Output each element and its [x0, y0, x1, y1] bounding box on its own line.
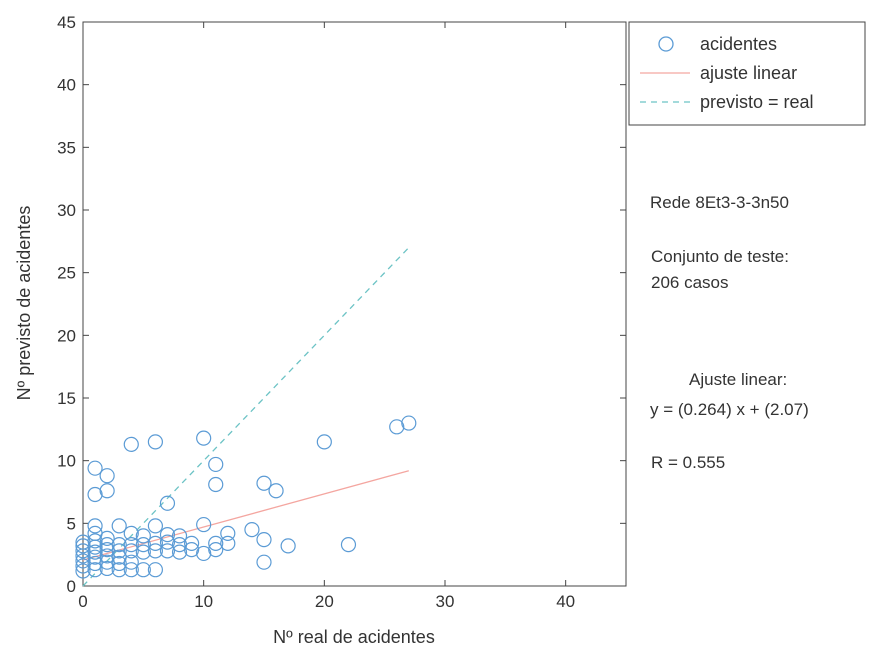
data-point	[135, 537, 151, 553]
data-point	[75, 558, 91, 574]
data-point	[87, 518, 103, 534]
data-point	[159, 534, 176, 550]
y-tick-label: 40	[57, 76, 76, 95]
fit-equation-annotation: y = (0.264) x + (2.07)	[650, 400, 809, 419]
data-point	[220, 535, 236, 551]
legend: acidentes ajuste linear previsto = real	[628, 21, 866, 126]
data-point	[111, 555, 127, 572]
data-point	[220, 525, 236, 541]
data-point	[111, 543, 127, 559]
data-point	[123, 436, 139, 452]
data-point	[87, 486, 103, 503]
data-point	[280, 538, 296, 554]
linear-fit-line	[82, 470, 409, 561]
data-point	[389, 419, 405, 435]
x-tick-label: 20	[315, 592, 334, 611]
y-tick-label: 0	[67, 577, 76, 596]
network-annotation: Rede 8Et3-3-3n50	[650, 193, 789, 212]
data-point	[147, 562, 163, 578]
data-point	[99, 468, 115, 484]
data-point	[111, 537, 127, 553]
data-point	[244, 521, 260, 538]
data-point	[159, 495, 176, 511]
data-point	[147, 543, 163, 559]
plot-area-frame	[82, 21, 627, 587]
data-point	[135, 544, 151, 560]
data-point	[123, 525, 139, 541]
legend-marker-acidentes	[658, 36, 674, 52]
x-tick-labels: 0 10 20 30 40	[78, 592, 575, 611]
y-tick-label: 25	[57, 264, 76, 283]
data-point	[340, 537, 357, 553]
data-point	[171, 528, 188, 544]
data-point	[123, 543, 139, 559]
legend-label-acidentes: acidentes	[700, 34, 777, 54]
y-axis-title: Nº previsto de acidentes	[14, 206, 34, 401]
y-tick-label: 15	[57, 389, 76, 408]
data-point	[135, 562, 151, 578]
x-tick-label: 30	[436, 592, 455, 611]
data-point	[147, 535, 163, 551]
data-point	[171, 544, 188, 560]
data-point	[111, 518, 127, 534]
data-point	[316, 434, 332, 450]
data-point	[75, 553, 91, 569]
data-point	[184, 535, 200, 551]
data-point	[159, 527, 176, 543]
data-point	[123, 562, 139, 578]
x-tick-label: 10	[194, 592, 213, 611]
data-point	[87, 460, 103, 476]
data-point	[99, 530, 115, 546]
data-point	[87, 562, 103, 578]
x-tick-label: 40	[556, 592, 575, 611]
data-point	[75, 563, 91, 579]
data-point	[208, 535, 224, 551]
data-point	[87, 544, 103, 560]
data-point	[401, 415, 417, 431]
data-point	[196, 516, 212, 533]
data-point	[208, 542, 224, 558]
data-point	[99, 483, 115, 499]
y-tick-label: 10	[57, 452, 76, 471]
legend-label-previsto-real: previsto = real	[700, 92, 814, 112]
y-tick-labels: 0 5 10 15 20 25 30 35 40 45	[57, 13, 76, 596]
data-point	[159, 543, 176, 559]
y-tick-label: 45	[57, 13, 76, 32]
data-point	[196, 430, 212, 446]
data-point	[87, 533, 103, 549]
r-value-annotation: R = 0.555	[651, 453, 726, 472]
fit-title-annotation: Ajuste linear:	[689, 370, 788, 389]
data-point	[196, 545, 212, 562]
y-tick-label: 5	[67, 514, 76, 533]
y-tick-label: 35	[57, 138, 76, 157]
y-tick-label: 20	[57, 326, 76, 345]
data-point	[208, 456, 224, 473]
data-point	[111, 562, 127, 578]
data-point	[123, 554, 139, 570]
data-point	[256, 532, 272, 548]
data-point	[147, 518, 163, 534]
axis-ticks	[82, 21, 626, 587]
x-axis-title: Nº real de acidentes	[273, 627, 435, 647]
x-tick-label: 0	[78, 592, 87, 611]
data-point	[135, 528, 151, 544]
data-point	[123, 537, 139, 553]
data-point	[99, 537, 115, 553]
test-set-annotation-line1: Conjunto de teste:	[651, 247, 789, 266]
test-set-annotation-line2: 206 casos	[651, 273, 729, 292]
data-point	[256, 554, 272, 570]
data-point	[256, 475, 272, 491]
data-point	[208, 476, 224, 493]
data-point	[75, 543, 91, 559]
legend-label-ajuste-linear: ajuste linear	[700, 63, 797, 83]
data-point	[268, 483, 284, 499]
data-point	[184, 542, 200, 558]
data-point	[147, 434, 163, 450]
plot-series	[75, 247, 417, 587]
y-tick-label: 30	[57, 201, 76, 220]
